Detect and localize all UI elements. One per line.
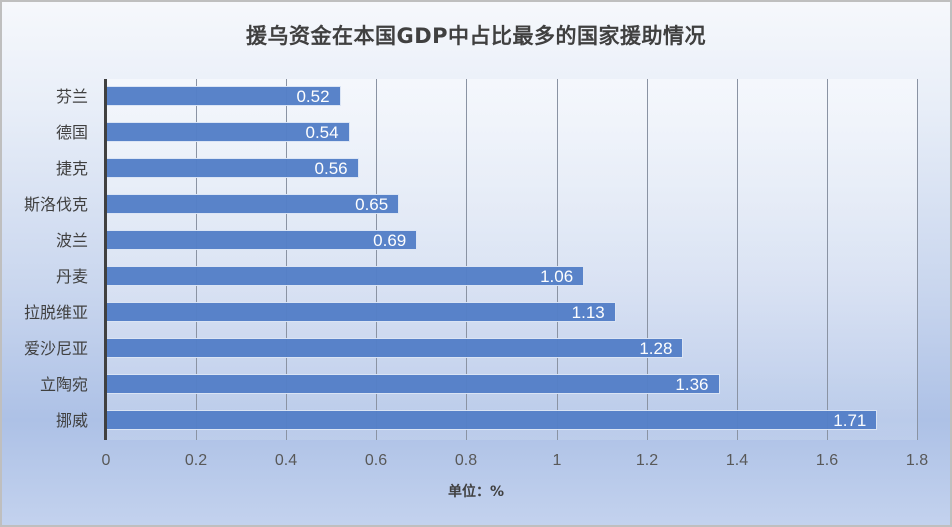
plot-area: 0.52 0.54 0.56 0.65 0.69 1.06 1.13 1.28 … (104, 79, 918, 440)
category-label: 捷克 (55, 159, 88, 178)
chart-title: 援乌资金在本国GDP中占比最多的国家援助情况 (245, 24, 707, 48)
bar-value-label: 0.52 (296, 87, 330, 106)
x-axis-title: 单位：% (447, 484, 505, 500)
gridline (737, 79, 738, 440)
y-axis-line (104, 79, 107, 440)
x-tick-label: 0.8 (454, 452, 478, 469)
x-tick-label: 1.2 (635, 452, 659, 469)
x-tick-label: 0.2 (184, 452, 208, 469)
gridline (196, 79, 197, 440)
bar: 0.52 (106, 86, 341, 106)
bar: 0.56 (106, 158, 359, 178)
gridline (917, 79, 918, 440)
bar-value-label: 0.54 (305, 123, 339, 142)
bar: 1.28 (106, 338, 684, 358)
bar: 0.54 (106, 122, 350, 142)
bar-value-label: 1.13 (571, 303, 605, 322)
gridline (286, 79, 287, 440)
gridline (466, 79, 467, 440)
category-label: 爱沙尼亚 (23, 339, 88, 358)
x-tick-label: 1 (552, 452, 562, 469)
x-tick-label: 1.6 (815, 452, 839, 469)
x-tick-label: 1.8 (905, 452, 929, 469)
bar-value-label: 0.69 (373, 231, 407, 250)
category-label: 丹麦 (55, 267, 88, 286)
category-label: 芬兰 (55, 87, 88, 106)
bar: 1.13 (106, 302, 616, 322)
category-label: 立陶宛 (39, 375, 88, 394)
x-tick-label: 0.4 (274, 452, 298, 469)
bar-value-label: 1.28 (639, 339, 673, 358)
gridline (827, 79, 828, 440)
bar-value-label: 1.36 (675, 375, 709, 394)
bar-value-label: 0.56 (314, 159, 348, 178)
bar: 1.06 (106, 266, 585, 286)
gridline (376, 79, 377, 440)
bar-value-label: 0.65 (355, 195, 389, 214)
gridline (647, 79, 648, 440)
x-tick-label: 1.4 (725, 452, 749, 469)
category-label: 拉脱维亚 (23, 303, 88, 322)
bar: 1.71 (106, 410, 878, 430)
bar: 0.65 (106, 194, 400, 214)
x-tick-label: 0 (101, 452, 111, 469)
bar: 0.69 (106, 230, 418, 250)
bar-value-label: 1.06 (540, 267, 574, 286)
category-label: 德国 (55, 123, 88, 142)
bar-value-label: 1.71 (833, 411, 867, 430)
x-tick-label: 0.6 (364, 452, 388, 469)
bar: 1.36 (106, 374, 720, 394)
category-label: 斯洛伐克 (23, 195, 88, 214)
category-label: 挪威 (55, 411, 88, 430)
category-label: 波兰 (55, 231, 88, 250)
gridline (557, 79, 558, 440)
